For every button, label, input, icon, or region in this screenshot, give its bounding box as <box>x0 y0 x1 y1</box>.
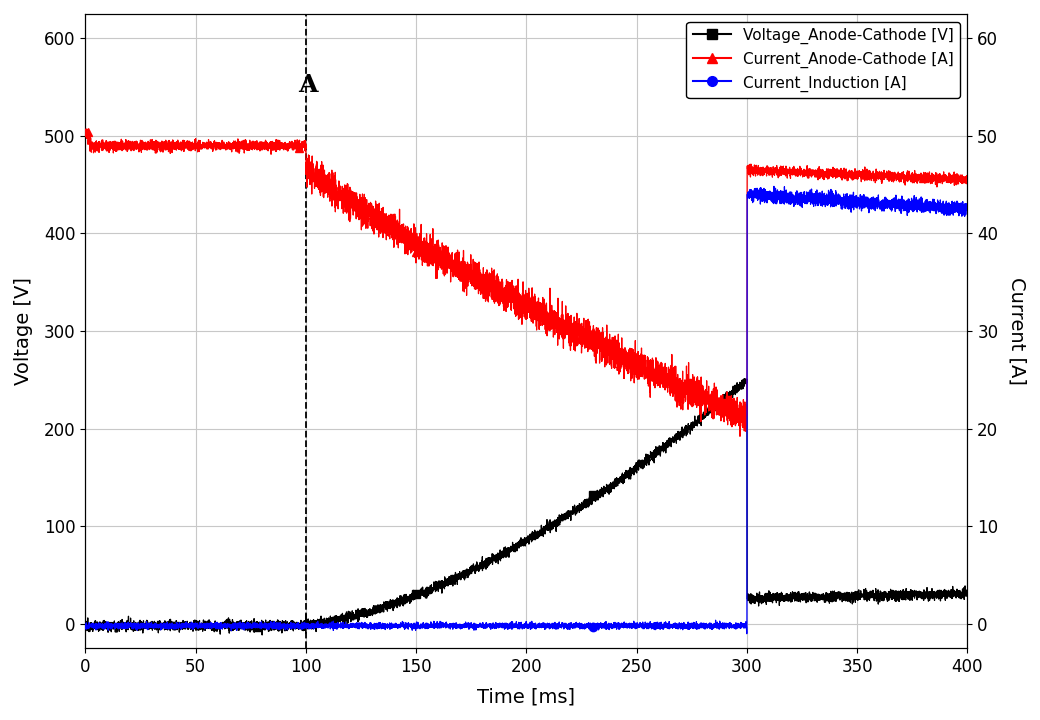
X-axis label: Time [ms]: Time [ms] <box>477 687 575 706</box>
Legend: Voltage_Anode-Cathode [V], Current_Anode-Cathode [A], Current_Induction [A]: Voltage_Anode-Cathode [V], Current_Anode… <box>686 22 960 98</box>
Y-axis label: Voltage [V]: Voltage [V] <box>14 277 33 385</box>
Text: A: A <box>298 73 318 97</box>
Y-axis label: Current [A]: Current [A] <box>1007 277 1026 385</box>
